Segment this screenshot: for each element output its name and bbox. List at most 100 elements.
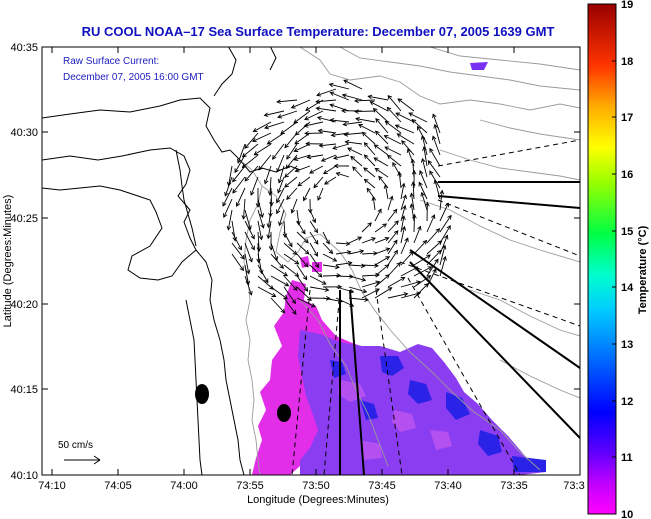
current-vector	[374, 144, 389, 156]
current-vector-head	[343, 79, 349, 84]
current-vector-head	[288, 242, 293, 248]
current-vector-head	[276, 99, 281, 104]
current-vector	[264, 121, 285, 129]
current-vector	[317, 187, 324, 201]
current-vector-head	[223, 213, 228, 219]
current-vector-head	[371, 196, 377, 201]
current-vector-head	[429, 170, 434, 176]
current-vector-head	[315, 106, 321, 111]
current-vector	[342, 94, 363, 101]
map-plot-area	[42, 47, 580, 475]
current-vector-head	[392, 161, 397, 167]
current-vector	[293, 110, 311, 124]
current-vector	[434, 124, 441, 145]
current-vector	[429, 148, 441, 167]
current-vector	[242, 154, 259, 168]
current-vector-head	[422, 239, 428, 245]
current-vector-head	[433, 123, 438, 129]
current-vector	[223, 198, 233, 218]
current-vector-head	[284, 143, 289, 149]
current-vector-head	[237, 245, 242, 251]
current-vector	[330, 104, 350, 112]
current-vector	[244, 132, 259, 149]
colorbar-tick-label: 14	[621, 282, 634, 294]
current-vector-head	[304, 131, 309, 136]
current-vector	[294, 154, 311, 161]
current-vector-head	[290, 208, 296, 214]
current-vector-head	[266, 140, 272, 145]
current-vector	[270, 297, 285, 314]
current-vector-head	[434, 258, 439, 264]
current-vector	[267, 209, 272, 228]
current-vector-head	[264, 124, 269, 130]
current-vector-head	[224, 191, 229, 197]
current-vector	[258, 154, 272, 171]
current-vector-head	[325, 296, 331, 301]
current-vector	[257, 209, 264, 229]
current-vector	[413, 240, 427, 255]
current-vector-head	[290, 104, 296, 109]
current-vector-head	[410, 158, 416, 164]
current-vector-head	[253, 150, 259, 156]
current-vector-head	[276, 167, 281, 173]
current-vector-head	[248, 257, 253, 263]
current-vector-head	[258, 235, 264, 241]
current-vector	[335, 262, 352, 266]
current-vector	[242, 143, 259, 158]
y-tick-label: 40:10	[10, 470, 38, 482]
x-tick-label: 74:05	[104, 480, 132, 492]
current-vector	[296, 297, 316, 308]
current-vector	[350, 156, 363, 167]
current-vector	[278, 165, 285, 183]
current-vector-head	[392, 208, 398, 214]
current-vector	[284, 165, 298, 178]
current-vector	[283, 242, 298, 255]
current-vector-head	[324, 180, 329, 185]
current-vector	[228, 165, 233, 186]
current-vector	[384, 184, 389, 200]
current-vector	[395, 124, 415, 134]
current-vector-head	[313, 228, 319, 234]
current-vector-head	[383, 134, 389, 140]
current-vector-head	[344, 139, 350, 145]
current-vector-head	[241, 215, 247, 220]
current-vector	[231, 253, 244, 271]
current-vector	[397, 98, 415, 112]
current-vector-head	[417, 125, 422, 131]
current-vector	[296, 231, 309, 244]
current-vector	[413, 266, 432, 277]
current-vector	[283, 275, 298, 291]
current-vector-head	[410, 181, 416, 186]
current-vector-head	[387, 287, 393, 292]
colorbar-tick-label: 17	[621, 112, 633, 124]
current-vector-head	[272, 155, 277, 160]
current-vector	[291, 99, 311, 109]
current-vector-head	[318, 143, 324, 148]
current-vector-head	[419, 170, 424, 175]
current-vector-head	[354, 98, 359, 104]
current-vector	[244, 275, 252, 296]
current-vector-head	[328, 249, 334, 255]
current-vector	[413, 226, 421, 244]
current-vector	[343, 79, 363, 90]
current-vector-head	[403, 292, 409, 297]
current-vector	[348, 286, 367, 293]
current-vector	[316, 88, 337, 96]
current-vector-head	[427, 160, 433, 165]
current-vector-head	[259, 269, 264, 275]
current-vector-head	[418, 181, 423, 187]
current-vector-head	[385, 256, 391, 261]
current-vector-head	[304, 249, 310, 255]
current-vector	[426, 259, 439, 277]
current-vector	[253, 121, 272, 132]
current-vector-head	[394, 220, 399, 226]
current-vector-head	[286, 154, 291, 160]
current-vector-head	[293, 286, 298, 291]
current-vector-head	[413, 266, 419, 271]
current-vector-head	[401, 225, 407, 231]
current-vector-head	[293, 147, 299, 152]
current-vector	[244, 253, 250, 274]
current-vector-head	[303, 262, 309, 268]
current-vector-head	[263, 112, 269, 117]
current-vector	[335, 242, 350, 245]
